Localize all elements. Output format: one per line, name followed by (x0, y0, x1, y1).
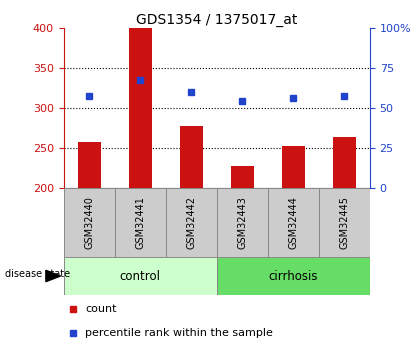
Title: GDS1354 / 1375017_at: GDS1354 / 1375017_at (136, 12, 298, 27)
Text: GSM32445: GSM32445 (339, 196, 349, 249)
Text: GSM32440: GSM32440 (84, 196, 94, 249)
Text: percentile rank within the sample: percentile rank within the sample (85, 328, 273, 338)
Bar (115, 188, 166, 257)
Text: count: count (85, 304, 117, 314)
Bar (231, 166, 254, 188)
Bar (64, 257, 217, 295)
Text: GSM32441: GSM32441 (135, 196, 145, 249)
Text: cirrhosis: cirrhosis (269, 269, 318, 283)
Bar (166, 188, 217, 257)
Text: GSM32442: GSM32442 (186, 196, 196, 249)
Bar (129, 28, 152, 188)
Bar (282, 146, 305, 188)
Bar (333, 138, 356, 188)
Bar (319, 188, 370, 257)
Bar (217, 257, 370, 295)
Bar (78, 142, 101, 188)
Bar (64, 188, 115, 257)
Text: disease state: disease state (5, 269, 70, 279)
Bar (268, 188, 319, 257)
Polygon shape (46, 270, 60, 282)
Bar (180, 126, 203, 188)
Text: GSM32444: GSM32444 (289, 196, 298, 249)
Text: control: control (120, 269, 161, 283)
Bar (217, 188, 268, 257)
Text: GSM32443: GSM32443 (237, 196, 247, 249)
